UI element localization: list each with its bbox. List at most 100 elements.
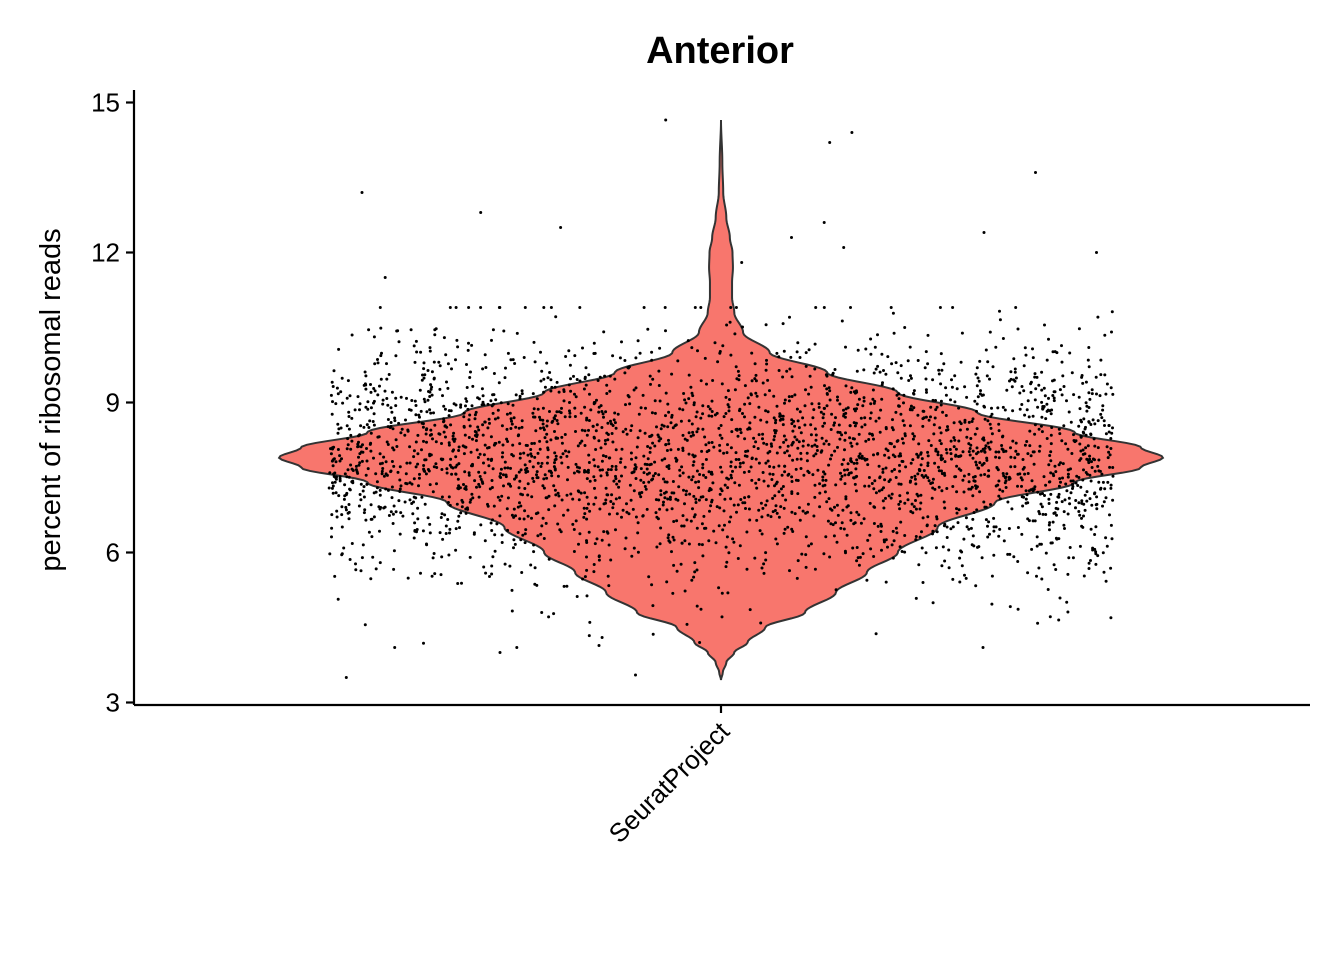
data-point (775, 511, 779, 515)
data-point (363, 370, 367, 374)
data-point (692, 515, 696, 519)
data-point (623, 465, 627, 469)
data-point (429, 383, 433, 387)
data-point (646, 445, 650, 448)
data-point (438, 387, 442, 391)
data-point (486, 504, 490, 508)
data-point (1110, 431, 1114, 435)
data-point (499, 467, 503, 471)
data-point (572, 471, 576, 475)
data-point (347, 517, 351, 521)
data-point (869, 337, 873, 341)
data-point (907, 379, 911, 382)
data-point (1027, 415, 1031, 419)
data-point (984, 505, 988, 509)
data-point (925, 390, 928, 394)
data-point (1005, 388, 1009, 392)
data-point (519, 504, 523, 508)
data-point (627, 512, 631, 516)
data-point (620, 515, 623, 519)
data-point (638, 429, 642, 433)
data-point (843, 473, 847, 477)
data-point (465, 386, 469, 389)
data-point (511, 443, 515, 447)
data-point (942, 500, 946, 504)
data-point (744, 507, 747, 510)
data-point (733, 332, 737, 336)
data-point (689, 519, 693, 523)
data-point (563, 433, 567, 436)
data-point (1089, 527, 1093, 531)
data-point (1078, 544, 1082, 548)
data-point (533, 415, 537, 419)
data-point (965, 427, 969, 431)
data-point (840, 474, 844, 478)
data-point (354, 562, 357, 566)
data-point (459, 403, 463, 407)
data-point (626, 366, 630, 369)
data-point (813, 443, 817, 447)
data-point (471, 496, 475, 500)
data-point (623, 371, 627, 375)
data-point (555, 380, 559, 384)
data-point (648, 450, 652, 454)
data-point (1021, 458, 1025, 461)
data-point (591, 424, 595, 428)
data-point (960, 331, 964, 335)
data-point (683, 502, 686, 506)
data-point (692, 460, 696, 464)
data-point (761, 432, 765, 436)
data-point (659, 526, 663, 530)
data-point (517, 470, 521, 474)
data-point (386, 443, 390, 446)
data-point (540, 369, 544, 373)
data-point (531, 392, 535, 396)
data-point (601, 412, 605, 416)
data-point (1044, 417, 1048, 421)
data-point (474, 439, 478, 443)
data-point (1000, 444, 1004, 447)
data-point (585, 470, 589, 474)
data-point (823, 483, 827, 487)
data-point (1094, 503, 1098, 507)
data-point (448, 503, 452, 507)
data-point (828, 141, 832, 144)
data-point (331, 458, 335, 462)
chart-title: Anterior (646, 30, 794, 72)
data-point (501, 473, 505, 477)
data-point (1100, 416, 1104, 420)
data-point (895, 531, 899, 535)
data-point (576, 469, 579, 473)
data-point (997, 450, 1001, 454)
data-point (346, 511, 350, 515)
data-point (501, 451, 505, 455)
data-point (1043, 494, 1046, 497)
data-point (649, 382, 652, 386)
data-point (592, 502, 596, 506)
data-point (626, 394, 630, 397)
data-point (998, 309, 1001, 313)
data-point (736, 369, 740, 373)
data-point (1061, 462, 1065, 466)
data-point (443, 407, 447, 411)
data-point (836, 445, 839, 449)
data-point (1101, 504, 1104, 508)
data-point (827, 463, 831, 467)
data-point (617, 485, 621, 489)
data-point (387, 514, 391, 517)
data-point (393, 416, 397, 420)
data-point (489, 458, 493, 462)
data-point (336, 392, 340, 396)
data-point (873, 345, 877, 349)
data-point (1069, 467, 1072, 471)
data-point (687, 397, 691, 401)
data-point (1065, 399, 1068, 403)
data-point (1008, 605, 1012, 609)
data-point (692, 494, 696, 498)
data-point (743, 384, 747, 388)
y-tick-label: 6 (106, 538, 120, 568)
data-point (667, 410, 671, 414)
data-point (556, 422, 560, 426)
data-point (723, 523, 726, 527)
data-point (587, 530, 591, 534)
